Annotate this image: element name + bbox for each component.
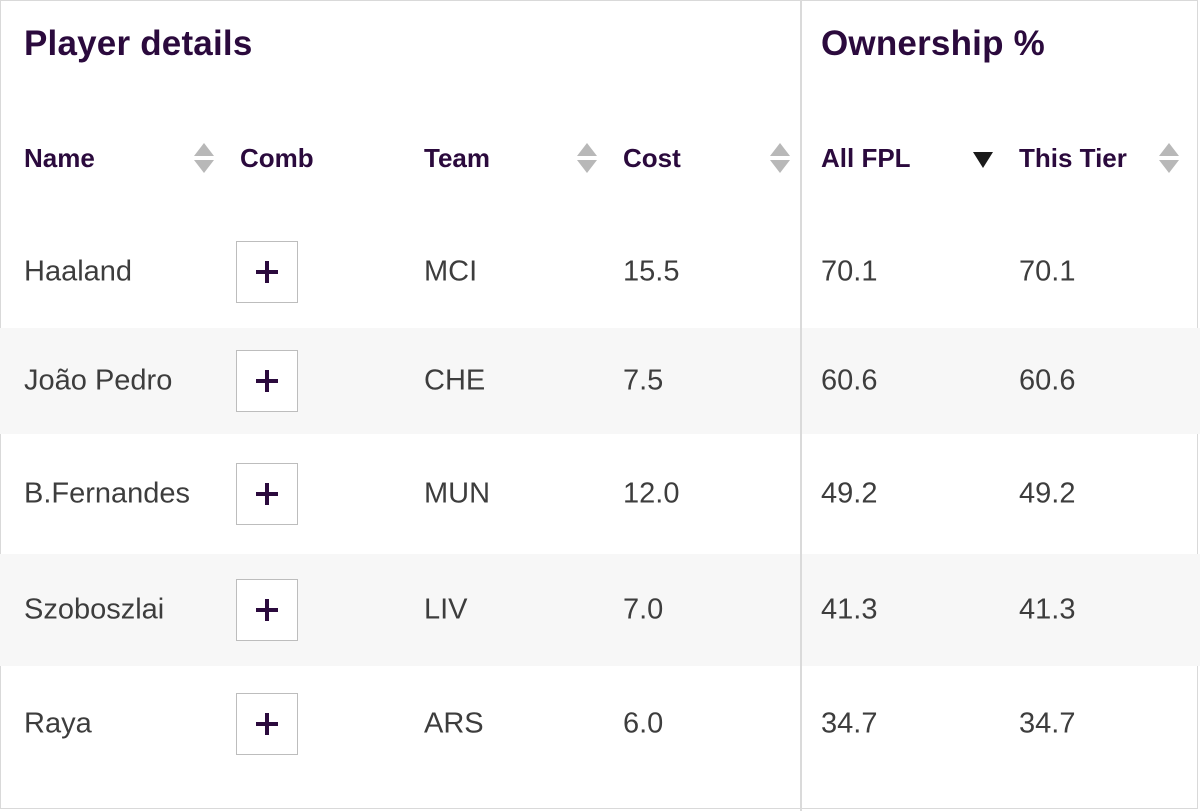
add-comb-button[interactable]	[236, 579, 298, 641]
table-row: Haaland MCI 15.5 70.1 70.1	[0, 216, 1200, 328]
this-tier-cell: 41.3	[1019, 593, 1076, 626]
column-header-this-tier[interactable]: This Tier	[1019, 143, 1127, 173]
team-cell: LIV	[424, 593, 468, 626]
plus-icon	[256, 483, 278, 505]
column-header-name[interactable]: Name	[24, 143, 95, 173]
cost-cell: 6.0	[623, 707, 664, 740]
this-tier-cell: 34.7	[1019, 707, 1076, 740]
team-cell: CHE	[424, 364, 486, 397]
team-cell: ARS	[424, 707, 484, 740]
plus-icon	[256, 261, 278, 283]
sort-up-down-icon[interactable]	[1158, 141, 1180, 175]
table-row: Szoboszlai LIV 7.0 41.3 41.3	[0, 554, 1200, 666]
add-comb-button[interactable]	[236, 241, 298, 303]
column-header-comb: Comb	[240, 143, 314, 173]
player-name: Raya	[24, 707, 92, 740]
sort-up-down-icon[interactable]	[193, 141, 215, 175]
sort-up-down-icon[interactable]	[769, 141, 791, 175]
all-fpl-cell: 70.1	[821, 255, 878, 288]
player-name: João Pedro	[24, 364, 173, 397]
cost-cell: 15.5	[623, 255, 680, 288]
table-row: B.Fernandes MUN 12.0 49.2 49.2	[0, 434, 1200, 554]
all-fpl-cell: 60.6	[821, 364, 878, 397]
player-name: B.Fernandes	[24, 477, 191, 510]
add-comb-button[interactable]	[236, 350, 298, 412]
cost-cell: 7.0	[623, 593, 664, 626]
add-comb-button[interactable]	[236, 463, 298, 525]
cost-cell: 7.5	[623, 364, 664, 397]
player-name: Haaland	[24, 255, 133, 288]
all-fpl-cell: 34.7	[821, 707, 878, 740]
player-details-title: Player details	[24, 24, 253, 63]
table-row: Raya ARS 6.0 34.7 34.7	[0, 666, 1200, 782]
column-header-team[interactable]: Team	[424, 143, 490, 173]
this-tier-cell: 49.2	[1019, 477, 1076, 510]
cost-cell: 12.0	[623, 477, 680, 510]
sort-descending-icon[interactable]	[972, 141, 994, 175]
team-cell: MCI	[424, 255, 478, 288]
column-header-cost[interactable]: Cost	[623, 143, 681, 173]
add-comb-button[interactable]	[236, 693, 298, 755]
all-fpl-cell: 49.2	[821, 477, 878, 510]
this-tier-cell: 70.1	[1019, 255, 1076, 288]
plus-icon	[256, 599, 278, 621]
team-cell: MUN	[424, 477, 491, 510]
plus-icon	[256, 713, 278, 735]
group-divider	[800, 0, 802, 811]
ownership-title: Ownership %	[821, 24, 1045, 63]
table-row: João Pedro CHE 7.5 60.6 60.6	[0, 328, 1200, 434]
column-header-all-fpl[interactable]: All FPL	[821, 143, 911, 173]
this-tier-cell: 60.6	[1019, 364, 1076, 397]
all-fpl-cell: 41.3	[821, 593, 878, 626]
player-name: Szoboszlai	[24, 593, 165, 626]
sort-up-down-icon[interactable]	[576, 141, 598, 175]
plus-icon	[256, 370, 278, 392]
